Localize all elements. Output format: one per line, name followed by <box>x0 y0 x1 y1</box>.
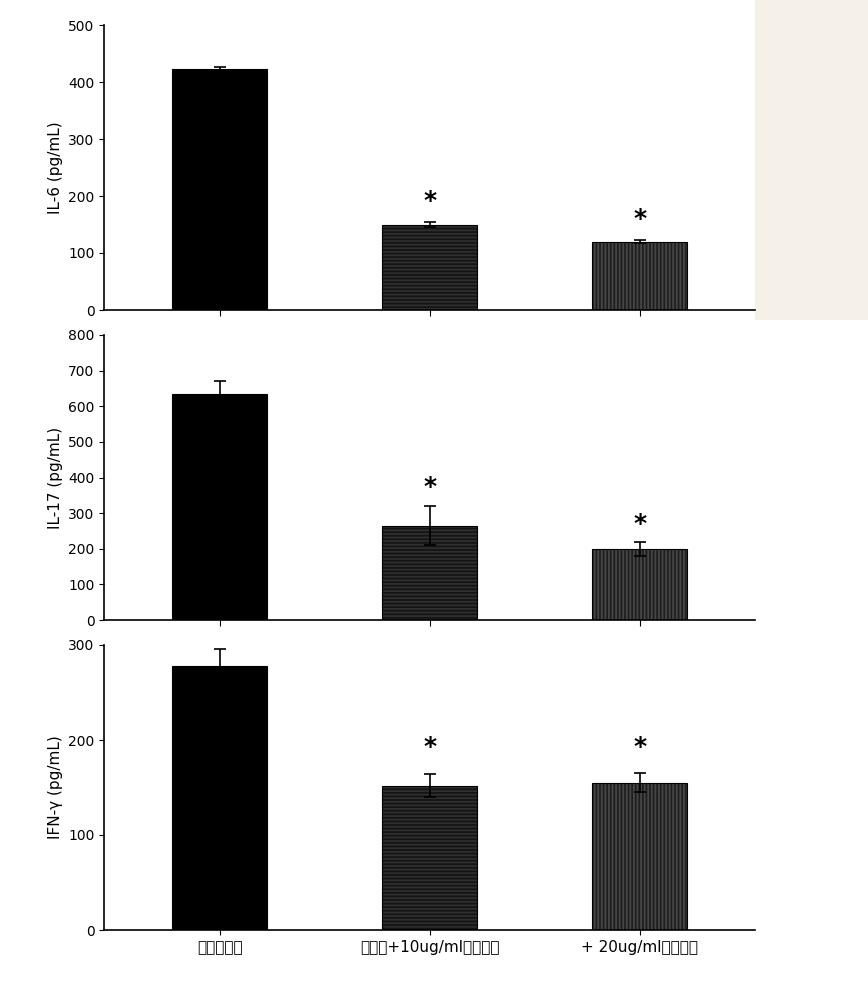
Bar <box>173 69 267 310</box>
Y-axis label: IL-17 (pg/mL): IL-17 (pg/mL) <box>48 426 62 529</box>
Text: *: * <box>633 207 646 231</box>
Text: *: * <box>423 475 437 499</box>
Bar <box>383 526 477 620</box>
Y-axis label: IL-6 (pg/mL): IL-6 (pg/mL) <box>48 121 62 214</box>
Bar <box>383 786 477 930</box>
Text: *: * <box>633 512 646 536</box>
Bar <box>173 394 267 620</box>
Bar <box>593 242 687 310</box>
Bar <box>593 549 687 620</box>
Text: *: * <box>423 189 437 213</box>
Text: *: * <box>633 735 646 759</box>
Bar <box>593 783 687 930</box>
Bar <box>383 225 477 310</box>
Text: *: * <box>423 735 437 759</box>
Y-axis label: IFN-γ (pg/mL): IFN-γ (pg/mL) <box>48 736 62 839</box>
Bar <box>173 666 267 930</box>
